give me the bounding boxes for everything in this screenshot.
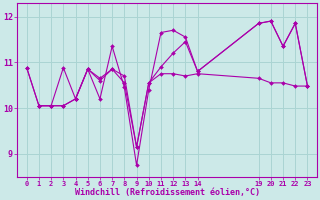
X-axis label: Windchill (Refroidissement éolien,°C): Windchill (Refroidissement éolien,°C) [75,188,260,197]
